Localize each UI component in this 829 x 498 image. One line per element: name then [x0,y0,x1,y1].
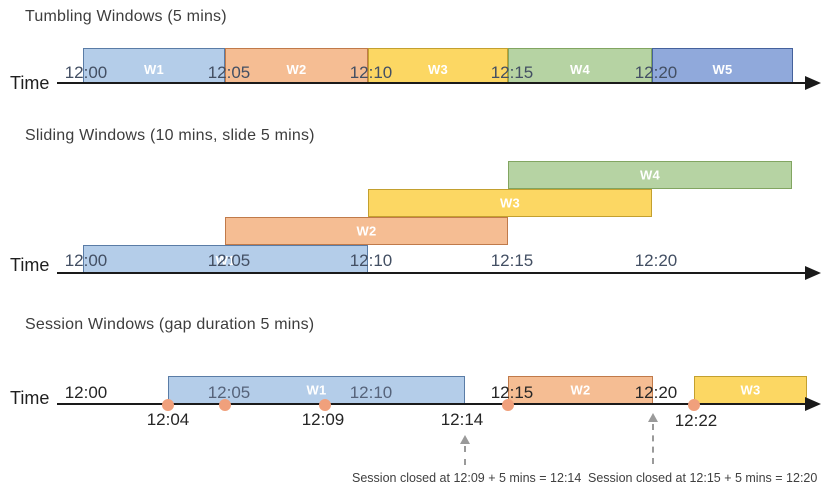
window-label: W3 [427,62,449,77]
session-window-w2: W2 [508,376,653,404]
tumbling-tick-1200: 12:00 [64,63,108,82]
sliding-window-w1: W1 [83,245,368,273]
session-tick-1210: 12:10 [349,383,393,402]
session-closed-note-1: Session closed at 12:09 + 5 mins = 12:14 [352,471,582,485]
session-event-label-1222: 12:22 [674,411,718,430]
event-dot-1209 [319,399,331,411]
tumbling-window-w5: W5 [652,48,793,83]
session-tick-1215: 12:15 [490,383,534,402]
event-dot-1222 [688,399,700,411]
tumbling-window-w1: W1 [83,48,225,83]
sliding-tick-1220: 12:20 [634,251,678,270]
event-dot-1204 [162,399,174,411]
session-close-label-1214: 12:14 [440,410,484,429]
session-title: Session Windows (gap duration 5 mins) [25,316,315,333]
annotation-arrow-line [464,446,466,465]
tumbling-axis-arrow-icon [805,76,821,90]
session-tick-1220: 12:20 [634,383,678,402]
tumbling-tick-1205: 12:05 [207,63,251,82]
event-dot-1215 [502,399,514,411]
session-window-w3: W3 [694,376,807,404]
window-label: W1 [215,253,236,268]
tumbling-time-axis-label: Time [10,73,50,93]
session-event-label-1209: 12:09 [301,410,345,429]
sliding-window-w2: W2 [225,217,508,245]
annotation-arrow-up-icon [460,435,470,444]
sliding-tick-1215: 12:15 [490,251,534,270]
window-label: W2 [286,62,307,77]
sliding-time-axis [57,272,809,274]
session-event-label-1204: 12:04 [146,410,190,429]
tumbling-window-w3: W3 [368,48,508,83]
sliding-tick-1200: 12:00 [64,251,108,270]
tumbling-tick-1215: 12:15 [490,63,534,82]
window-label: W1 [306,382,327,398]
window-label: W2 [570,382,591,398]
annotation-arrow-line [652,424,654,464]
tumbling-tick-1210: 12:10 [349,63,393,82]
sliding-axis-arrow-icon [805,266,821,280]
sliding-tick-1205: 12:05 [207,251,251,270]
tumbling-time-axis [57,82,809,84]
event-dot-1206 [219,399,231,411]
sliding-time-axis-label: Time [10,255,50,275]
window-label: W4 [569,62,591,77]
session-axis-arrow-icon [805,397,821,411]
window-label: W5 [712,62,733,77]
window-label: W4 [639,167,661,183]
window-label: W1 [143,62,165,77]
window-label: W2 [356,223,377,239]
tumbling-title: Tumbling Windows (5 mins) [25,8,227,25]
sliding-tick-1210: 12:10 [349,251,393,270]
window-label: W3 [499,195,521,211]
session-tick-1205: 12:05 [207,383,251,402]
sliding-window-w4: W4 [508,161,792,189]
sliding-title: Sliding Windows (10 mins, slide 5 mins) [25,127,315,144]
window-label: W3 [740,382,761,398]
session-tick-1200: 12:00 [64,383,108,402]
annotation-arrow-up-icon [648,413,658,422]
sliding-window-w3: W3 [368,189,652,217]
session-time-axis-label: Time [10,388,50,408]
tumbling-tick-1220: 12:20 [634,63,678,82]
session-window-w1: W1 [168,376,465,404]
session-time-axis [57,403,809,405]
session-closed-note-2: Session closed at 12:15 + 5 mins = 12:20 [588,471,818,485]
